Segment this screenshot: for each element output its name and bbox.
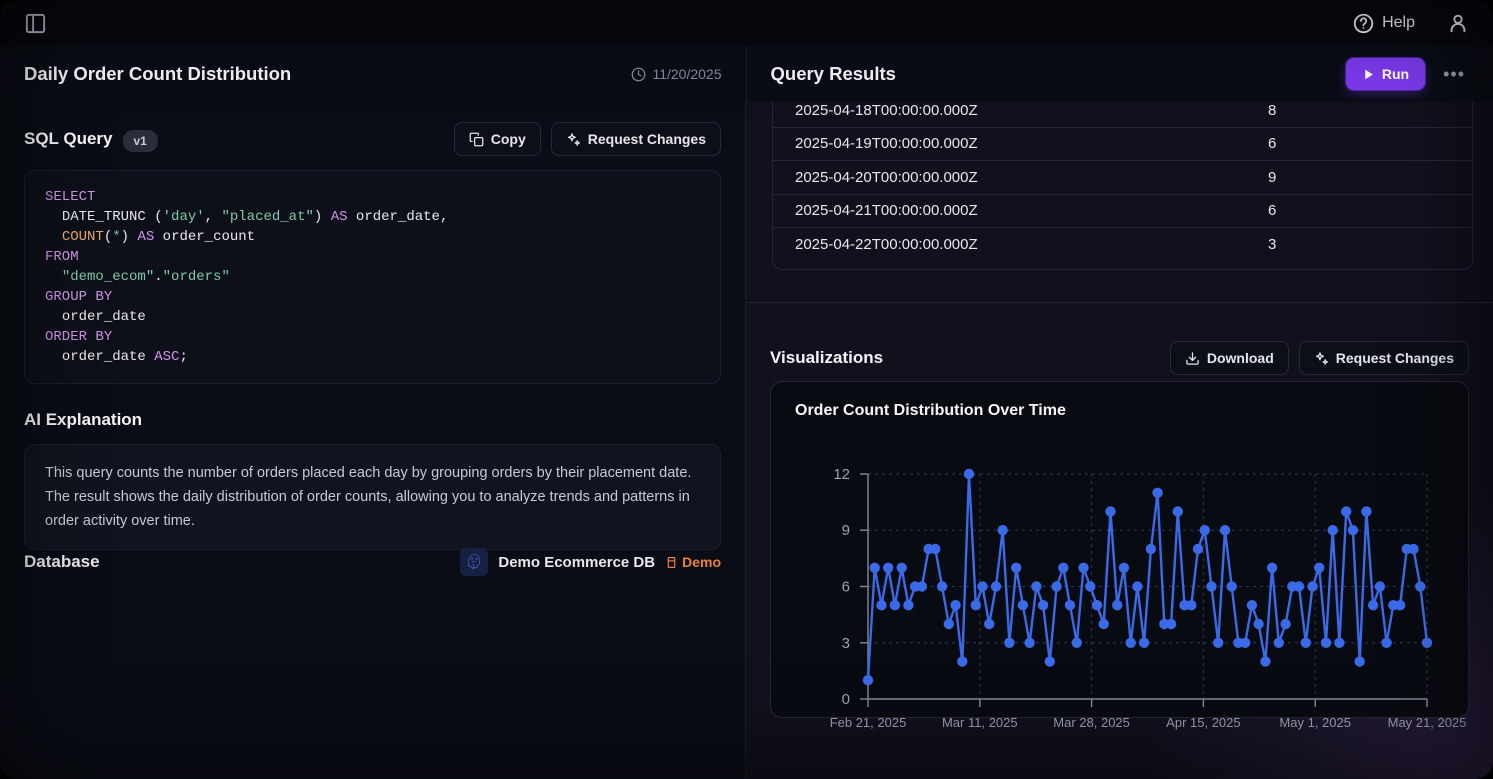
svg-text:Apr 15, 2025: Apr 15, 2025	[1166, 715, 1240, 730]
svg-text:Mar 28, 2025: Mar 28, 2025	[1053, 715, 1130, 730]
svg-text:12: 12	[833, 466, 850, 483]
svg-text:6: 6	[842, 579, 850, 596]
svg-text:May 1, 2025: May 1, 2025	[1279, 715, 1351, 730]
svg-text:May 21, 2025: May 21, 2025	[1388, 715, 1467, 730]
svg-text:Mar 11, 2025: Mar 11, 2025	[942, 715, 1018, 730]
svg-text:9: 9	[842, 522, 850, 539]
svg-text:Feb 21, 2025: Feb 21, 2025	[830, 715, 907, 730]
svg-text:0: 0	[842, 691, 850, 708]
svg-text:3: 3	[842, 635, 850, 652]
